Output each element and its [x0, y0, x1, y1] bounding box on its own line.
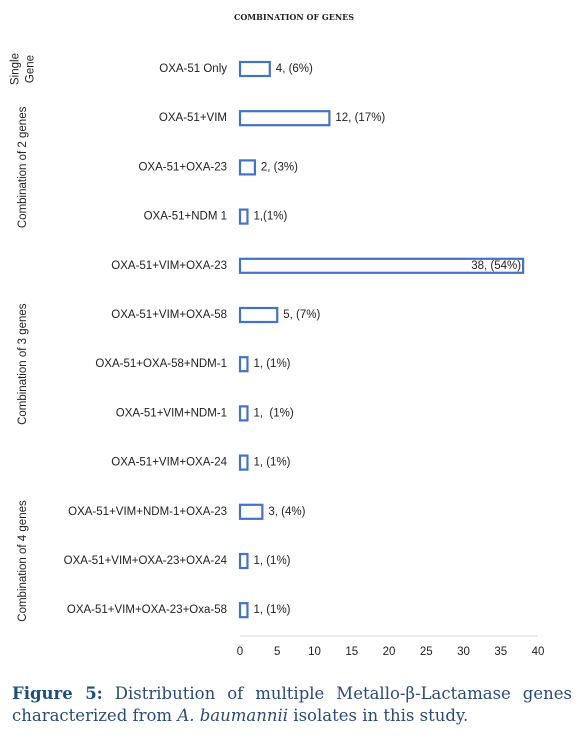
bar [238, 454, 249, 471]
x-tick-label: 15 [345, 646, 358, 658]
value-label: 12, (17%) [335, 112, 385, 124]
bar [238, 159, 256, 176]
x-tick-label: 10 [308, 646, 321, 658]
group-label: Combination of 2 genes [17, 106, 29, 228]
caption-italic: A. baumannii [177, 706, 289, 725]
group-label: Combination of 3 genes [17, 303, 29, 425]
bar [238, 110, 331, 127]
group-label: Gene [25, 55, 37, 83]
value-label: 1,(1%) [253, 211, 287, 223]
bar [238, 257, 525, 274]
bar [238, 552, 249, 570]
x-tick-label: 0 [237, 646, 243, 658]
bar [238, 208, 249, 225]
group-label: Combination of 4 genes [17, 500, 29, 622]
bar [238, 60, 271, 78]
y-tick-label: OXA-51+OXA-58+NDM-1 [95, 358, 227, 370]
chart-title: COMBINATION OF GENES [234, 12, 354, 22]
y-tick-label: OXA-51+VIM [159, 112, 227, 124]
x-tick-label: 30 [457, 646, 470, 658]
y-tick-label: OXA-51+VIM+OXA-24 [111, 457, 227, 469]
value-label: 1, (1%) [253, 604, 290, 616]
y-tick-label: OXA-51+VIM+OXA-23 [111, 260, 227, 272]
bar [238, 356, 249, 373]
y-tick-label: OXA-51+VIM+OXA-23+OXA-24 [64, 555, 228, 567]
caption-text: Distribution of multiple Metallo-β-Lacta… [12, 684, 572, 725]
x-tick-label: 25 [420, 646, 433, 658]
x-tick-label: 35 [494, 646, 507, 658]
value-label: 4, (6%) [276, 63, 313, 75]
bar [238, 503, 264, 520]
value-label: 2, (3%) [261, 161, 298, 173]
value-label: 1, (1%) [253, 358, 290, 370]
x-tick-label: 20 [383, 646, 396, 658]
value-label: 5, (7%) [283, 309, 320, 321]
y-tick-label: OXA-51+VIM+NDM-1+OXA-23 [68, 506, 227, 518]
caption-label: Figure 5: [12, 684, 103, 703]
y-tick-label: OXA-51+OXA-23 [138, 161, 227, 173]
y-tick-label: OXA-51 Only [159, 63, 227, 75]
x-tick-label: 5 [274, 646, 280, 658]
value-label: 1, (1%) [253, 555, 290, 567]
y-tick-label: OXA-51+NDM 1 [144, 211, 227, 223]
y-tick-label: OXA-51+VIM+OXA-23+Oxa-58 [67, 604, 227, 616]
bar [238, 602, 249, 619]
bar [238, 306, 279, 324]
chart: COMBINATION OF GENES 0 5 10 15 20 25 30 35 40 OXA… [10, 12, 545, 658]
value-label: 1, (1%) [253, 457, 290, 469]
y-tick-label: OXA-51+VIM+NDM-1 [116, 407, 227, 419]
caption: Figure 5: Distribution of multiple Metal… [12, 683, 572, 727]
y-tick-label: OXA-51+VIM+OXA-58 [111, 309, 227, 321]
value-label: 1, (1%) [253, 407, 293, 419]
bar [238, 405, 249, 422]
value-label: 38, (54%) [471, 260, 521, 272]
caption-end: isolates in this study. [288, 706, 469, 725]
value-label: 3, (4%) [268, 506, 305, 518]
group-label: Single [10, 53, 22, 85]
x-tick-label: 40 [532, 646, 545, 658]
